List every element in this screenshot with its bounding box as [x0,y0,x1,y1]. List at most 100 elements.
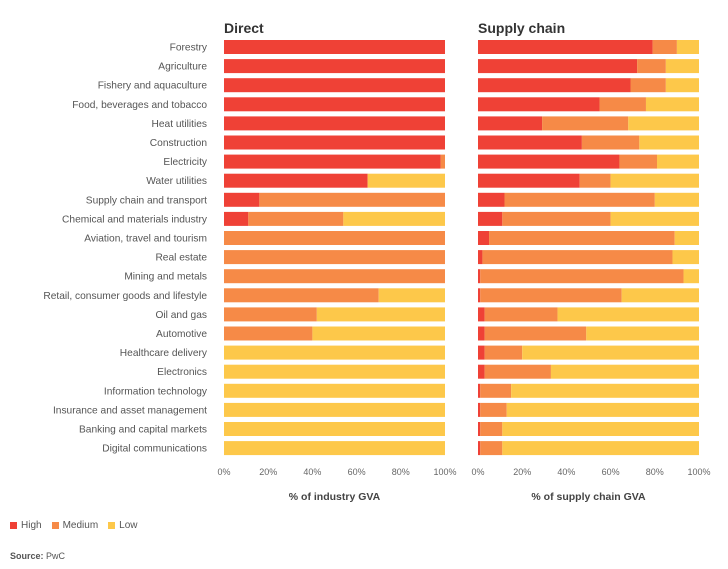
x-tick-label: 0% [471,467,484,477]
bar-segment-supply-chain-low [522,345,699,360]
bar-segment-supply-chain-high [478,231,490,245]
bar-segment-direct-high [224,97,445,112]
category-label: Information technology [104,386,208,397]
bar-segment-direct-medium [224,231,445,245]
stacked-bar-chart: Forestry Agriculture Fishery and aquacultu… [43,20,710,503]
bar-segment-direct-medium [259,192,445,207]
category-label: Retail, consumer goods and lifestyle [43,291,207,302]
bar-segment-supply-chain-high [478,78,631,93]
bar-segment-supply-chain-low [665,78,699,93]
legend-label-low: Low [119,520,138,531]
bar-segment-supply-chain-low [672,250,699,265]
category-label: Agriculture [158,62,207,73]
bar-segment-supply-chain-high [478,211,503,226]
x-tick-label: 40% [557,467,575,477]
bar-segment-direct-low [224,441,445,456]
bar-segment-direct-high [224,116,445,131]
bar-segment-supply-chain-medium [480,402,507,417]
bar-segment-direct-high [224,173,368,188]
category-label: Supply chain and transport [86,195,207,206]
bar-segment-supply-chain-high [478,345,485,360]
bar-segment-supply-chain-low [502,441,699,456]
bar-segment-supply-chain-medium [637,59,666,74]
bar-segment-supply-chain-medium [482,250,673,265]
x-axis-label-supply-chain: % of supply chain GVA [531,491,646,503]
category-label: Automotive [156,329,207,340]
bar-segment-supply-chain-low [610,211,699,226]
legend-swatch-low [108,522,116,529]
bar-segment-supply-chain-medium [630,78,666,93]
bar-segment-direct-high [224,211,249,226]
bar-segment-direct-low [378,288,445,303]
bar-segment-supply-chain-medium [489,231,675,245]
bar-segment-supply-chain-low [502,422,699,436]
x-tick-label: 100% [687,467,710,477]
bar-segment-supply-chain-medium [480,422,503,436]
category-label: Electricity [163,157,207,168]
bar-segment-supply-chain-high [478,326,485,341]
x-tick-label: 0% [217,467,230,477]
bar-segment-supply-chain-high [478,40,653,54]
bar-segment-direct-medium [224,269,445,284]
category-label: Healthcare delivery [120,348,208,359]
x-tick-label: 20% [513,467,531,477]
bar-segment-supply-chain-low [639,135,699,150]
bar-segment-supply-chain-high [478,135,582,150]
bar-segment-supply-chain-medium [480,441,503,456]
legend-swatch-high [10,522,17,529]
bar-segment-supply-chain-low [645,97,699,112]
category-label: Digital communications [102,444,207,455]
bar-segment-direct-medium [224,307,317,322]
legend-label-medium: Medium [62,520,99,531]
x-tick-label: 100% [433,467,456,477]
x-tick-label: 60% [602,467,620,477]
category-label: Chemical and materials industry [62,214,208,225]
bar-segment-direct-high [224,40,445,54]
bar-segment-supply-chain-low [674,231,699,245]
bar-segment-direct-low [312,326,445,341]
bar-segment-supply-chain-high [478,307,485,322]
bar-segment-supply-chain-medium [579,173,611,188]
bar-segment-supply-chain-medium [480,269,684,284]
bar-segment-direct-high [224,59,445,74]
category-label: Fishery and aquaculture [98,81,208,92]
x-tick-label: 80% [646,467,664,477]
legend: High Medium Low [10,520,138,531]
bar-segment-supply-chain-low [657,154,699,169]
bar-segment-direct-high [224,78,445,93]
bar-segment-supply-chain-low [683,269,699,284]
bar-segment-supply-chain-medium [599,97,646,112]
source-text: PwC [46,551,66,561]
bar-segment-direct-low [224,364,445,379]
bar-segment-direct-low [367,173,445,188]
bar-segment-supply-chain-medium [652,40,677,54]
bar-segment-supply-chain-medium [581,135,640,150]
bar-segment-direct-medium [248,211,344,226]
bar-segment-supply-chain-high [478,97,600,112]
x-axis-label-direct: % of industry GVA [289,491,381,503]
bar-segment-direct-low [224,422,445,436]
bar-segment-supply-chain-medium [484,307,558,322]
bar-segment-direct-low [224,402,445,417]
bar-segment-supply-chain-high [478,288,481,303]
bar-segment-direct-high [224,192,260,207]
category-label: Heat utilities [152,119,208,130]
bar-segment-direct-low [224,345,445,360]
bar-segment-supply-chain-high [478,422,481,436]
bar-segment-supply-chain-medium [480,288,622,303]
bar-segment-supply-chain-high [478,441,481,456]
bar-segment-direct-low [343,211,445,226]
legend-label-high: High [21,520,42,531]
bar-segment-supply-chain-high [478,269,481,284]
bar-segment-supply-chain-low [654,192,699,207]
bar-segment-supply-chain-medium [619,154,658,169]
bar-segment-direct-high [224,135,445,150]
bar-segment-supply-chain-high [478,364,485,379]
bar-segment-supply-chain-low [610,173,699,188]
bar-segment-supply-chain-medium [484,326,587,341]
bar-segment-supply-chain-high [478,250,483,265]
bar-segment-supply-chain-low [621,288,699,303]
bar-segment-direct-low [316,307,445,322]
bar-segment-supply-chain-low [557,307,699,322]
panel-title-supply-chain: Supply chain [478,20,565,36]
